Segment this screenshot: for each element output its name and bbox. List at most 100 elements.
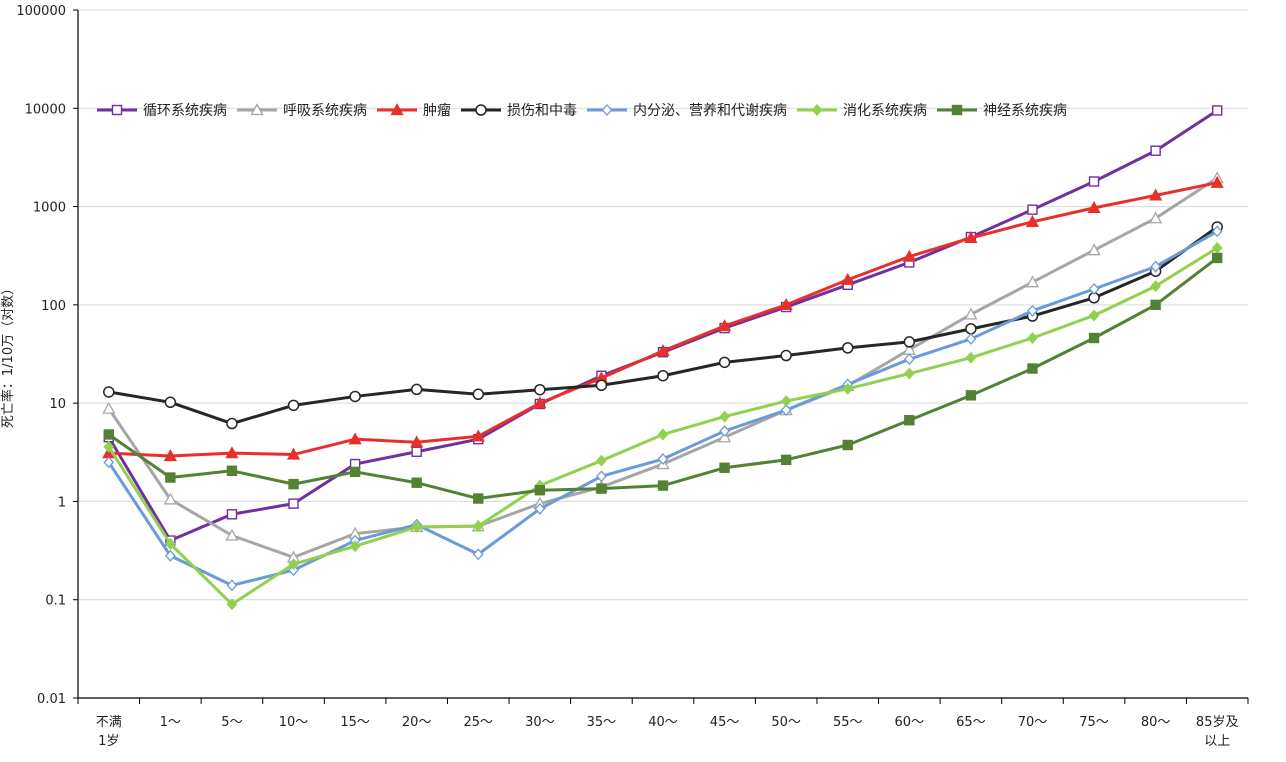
data-point <box>534 485 546 496</box>
data-point <box>842 439 853 451</box>
data-point <box>657 428 669 441</box>
data-point <box>903 336 916 348</box>
data-point <box>226 598 238 611</box>
data-point <box>596 454 607 467</box>
x-tick-label: 40～ <box>648 715 678 730</box>
data-point <box>595 379 608 392</box>
legend-label: 循环系统疾病 <box>143 103 227 119</box>
data-point <box>410 435 424 448</box>
legend-marker <box>475 104 487 116</box>
data-point <box>1027 332 1038 344</box>
y-tick-label: 0.01 <box>37 692 66 707</box>
data-point <box>472 388 485 401</box>
series-line <box>107 230 1218 587</box>
data-point <box>163 449 177 462</box>
legend-item-7: 神经系统疾病 <box>937 103 1067 119</box>
data-point <box>656 344 670 357</box>
x-tick-label: 45～ <box>710 715 740 730</box>
data-point <box>1027 204 1038 215</box>
x-tick-label: 不满 <box>96 715 122 730</box>
data-point <box>1150 299 1161 311</box>
data-point <box>779 298 793 311</box>
legend-marker <box>811 104 823 116</box>
legend-item-6: 消化系统疾病 <box>797 103 927 119</box>
data-point <box>226 509 238 520</box>
series-6 <box>103 241 1223 611</box>
data-point <box>1088 332 1100 344</box>
series-lines <box>102 105 1224 611</box>
data-point <box>288 498 299 509</box>
series-line <box>107 109 1219 543</box>
data-point <box>1025 214 1040 227</box>
data-point <box>1212 105 1223 116</box>
data-point <box>780 404 792 417</box>
data-point <box>657 480 669 491</box>
data-point <box>965 323 977 335</box>
x-tick-label: 15～ <box>340 715 370 730</box>
data-point <box>471 429 485 442</box>
data-point <box>964 231 978 244</box>
x-tick-label: 35～ <box>587 715 617 730</box>
data-point <box>904 415 915 426</box>
data-point <box>596 483 607 494</box>
legend-item-1: 循环系统疾病 <box>97 103 227 119</box>
series-line <box>108 225 1219 426</box>
data-point <box>103 429 114 440</box>
data-point <box>1088 283 1100 295</box>
grid-lines <box>73 9 1249 704</box>
legend-label: 肿瘤 <box>423 102 451 119</box>
data-point <box>596 470 607 483</box>
legend-item-4: 损伤和中毒 <box>461 103 577 119</box>
data-point <box>1211 225 1223 238</box>
x-tick-label: 85岁及 <box>1196 715 1239 730</box>
data-point <box>719 410 730 423</box>
data-point <box>349 540 361 553</box>
legend-marker <box>250 103 264 116</box>
data-point <box>411 446 422 457</box>
x-tick-label: 65～ <box>956 715 986 730</box>
x-tick-label: 5～ <box>221 715 242 730</box>
data-point <box>718 356 731 369</box>
axes <box>77 10 1248 699</box>
data-point <box>472 548 484 561</box>
x-tick-label: 50～ <box>771 715 801 730</box>
data-point <box>534 383 546 396</box>
data-point <box>164 549 176 562</box>
data-point <box>349 466 361 478</box>
data-point <box>473 493 484 504</box>
data-point <box>103 386 115 398</box>
series-7 <box>103 252 1223 504</box>
x-tick-label: 20～ <box>402 715 432 730</box>
data-point <box>1149 211 1163 224</box>
series-line <box>107 176 1219 559</box>
data-point <box>164 396 177 409</box>
data-point <box>965 351 977 364</box>
data-point <box>472 520 484 533</box>
legend-item-5: 内分泌、营养和代谢疾病 <box>587 103 787 119</box>
data-point <box>1087 243 1101 256</box>
series-5 <box>103 225 1223 592</box>
data-point <box>719 425 730 438</box>
data-point <box>1210 175 1224 188</box>
x-tick-label: 70～ <box>1018 715 1048 730</box>
legend-label: 神经系统疾病 <box>983 103 1067 119</box>
x-tick-label: 1～ <box>160 715 181 730</box>
data-point <box>657 369 669 382</box>
x-tick-label: 1岁 <box>98 734 119 749</box>
x-tick-label: 25～ <box>463 715 493 730</box>
data-point <box>1025 275 1040 288</box>
legend-label: 呼吸系统疾病 <box>283 103 367 119</box>
data-point <box>226 465 238 476</box>
data-point <box>1087 201 1101 214</box>
data-point <box>226 417 238 430</box>
x-tick-label: 30～ <box>525 715 555 730</box>
legend-label: 损伤和中毒 <box>507 103 577 119</box>
data-point <box>1088 309 1100 322</box>
series-line <box>108 181 1218 458</box>
series-2 <box>102 171 1224 563</box>
x-tick-label: 以上 <box>1204 734 1230 749</box>
data-point <box>1212 252 1223 264</box>
data-point <box>780 454 792 466</box>
y-tick-label: 0.1 <box>45 594 66 609</box>
y-tick-label: 100 <box>41 299 66 314</box>
